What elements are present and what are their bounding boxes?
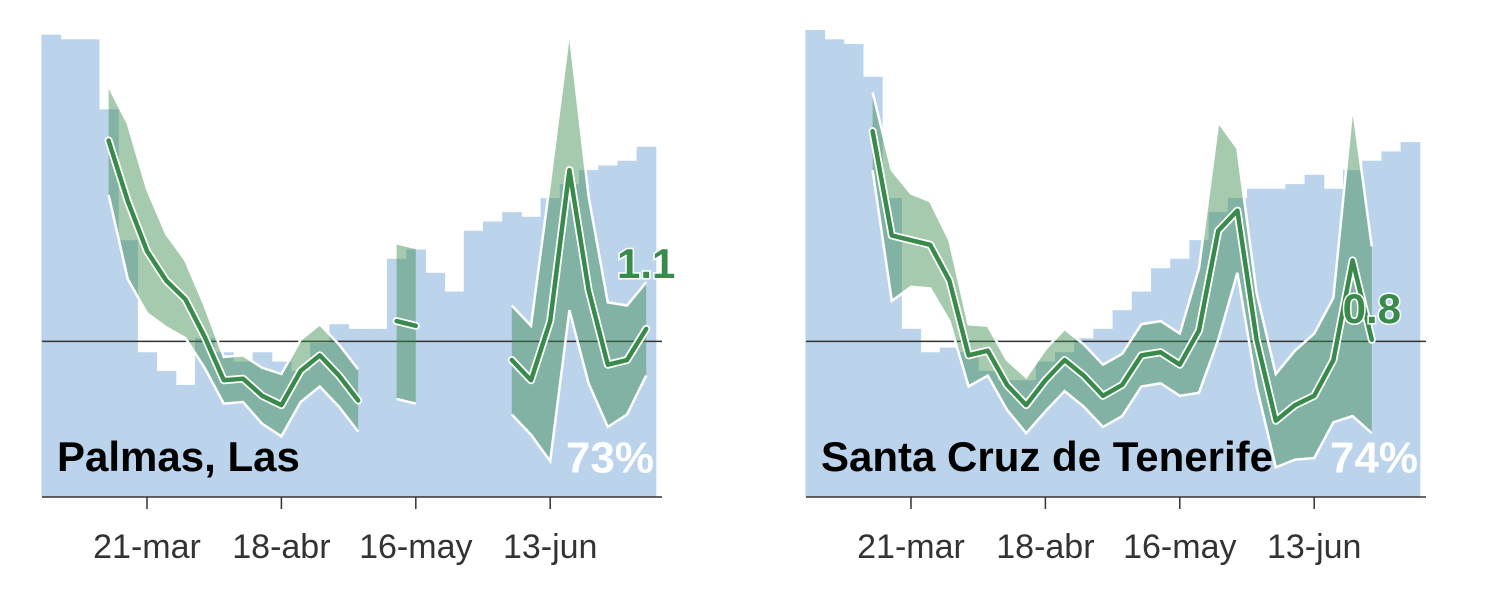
band-lower-edge	[510, 309, 648, 465]
x-tick-label: 21-mar	[93, 528, 201, 566]
x-tick-label: 13-jun	[1267, 528, 1362, 566]
band-lower-edge	[107, 194, 360, 439]
bar	[41, 34, 62, 498]
bar	[617, 160, 638, 497]
bar	[60, 39, 81, 498]
x-tick-label: 18-abr	[996, 528, 1094, 566]
bar	[214, 352, 234, 497]
x-tick-label: 16-may	[359, 528, 472, 566]
x-tick-label: 18-abr	[232, 528, 330, 566]
bar	[1304, 174, 1325, 497]
bar	[559, 184, 580, 498]
x-tick-label: 13-jun	[503, 528, 598, 566]
panel: 1.1 73% Palmas, Las 21-mar 18-abr 16-may 13-ju…	[41, 29, 677, 566]
bar	[997, 380, 1018, 497]
bar	[901, 328, 922, 497]
line-label: 1.1	[617, 240, 675, 287]
bar	[1285, 184, 1306, 498]
bar	[843, 44, 864, 497]
x-tick-label: 16-may	[1123, 528, 1236, 566]
bar	[959, 352, 979, 497]
bar	[978, 370, 998, 497]
bar	[1055, 352, 1075, 497]
line-label: 0.8	[1343, 285, 1401, 332]
line	[870, 128, 1375, 423]
bar	[310, 342, 330, 497]
bar	[920, 352, 941, 497]
line	[106, 138, 361, 408]
percent-label: 73%	[566, 434, 654, 483]
bar	[79, 39, 100, 498]
band-upper-edge	[396, 242, 417, 250]
bar	[425, 272, 446, 497]
bar	[805, 30, 826, 497]
x-tick-label: 21-mar	[857, 528, 965, 566]
bar	[367, 328, 388, 497]
bar	[824, 39, 845, 498]
bar	[1035, 361, 1056, 497]
bar	[233, 361, 254, 497]
bar	[502, 212, 522, 497]
bar	[463, 230, 484, 497]
panel-title: Palmas, Las	[57, 433, 300, 480]
bar	[863, 76, 883, 497]
line	[509, 167, 649, 383]
bar	[1208, 212, 1229, 497]
bar	[1016, 380, 1037, 497]
bar	[483, 221, 503, 497]
bar	[1131, 291, 1152, 497]
bar	[444, 291, 465, 497]
bar	[156, 370, 177, 497]
bar	[406, 249, 426, 497]
bar	[1381, 151, 1402, 498]
bar	[137, 352, 158, 497]
band-upper-edge	[107, 85, 360, 376]
band-lower-edge	[871, 169, 1373, 470]
bar	[99, 109, 119, 497]
bar	[291, 370, 311, 497]
bar	[1400, 142, 1421, 497]
bar	[175, 384, 196, 497]
panel-title: Santa Cruz de Tenerife	[821, 433, 1273, 480]
bar	[636, 146, 657, 497]
band-upper-edge	[510, 29, 648, 329]
percent-label: 74%	[1330, 434, 1418, 483]
bar	[939, 347, 960, 497]
line	[394, 318, 419, 329]
bar	[1093, 328, 1114, 497]
panel: 0.8 74% Santa Cruz de Tenerife 21-mar 18-abr…	[805, 30, 1426, 566]
bar	[1343, 170, 1363, 497]
bar	[118, 240, 138, 497]
bar	[348, 328, 369, 497]
bar	[1227, 198, 1248, 497]
band-upper-edge	[871, 91, 1374, 380]
band-lower-edge	[396, 397, 417, 405]
